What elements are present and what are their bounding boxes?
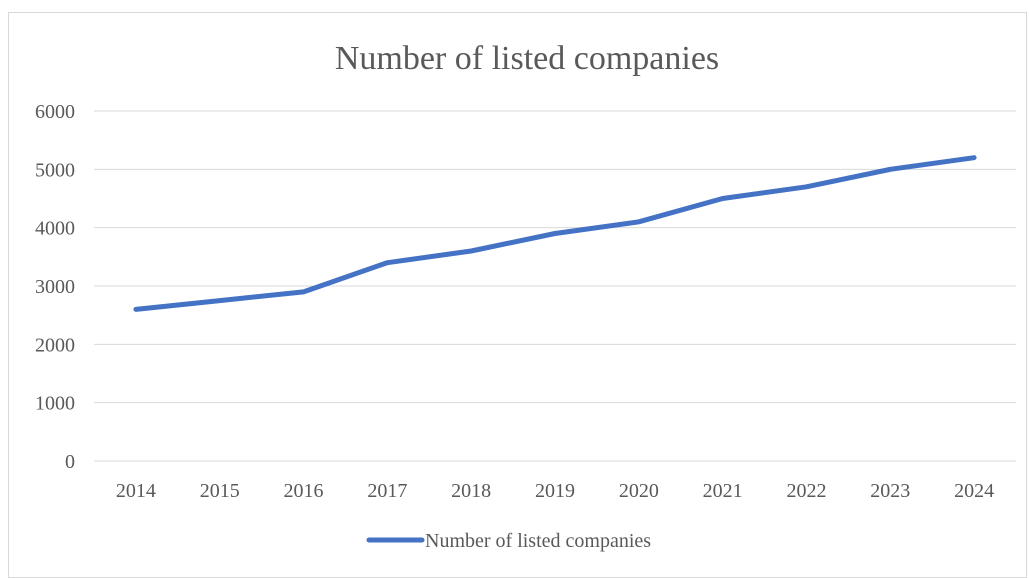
x-tick-label: 2024	[954, 480, 994, 502]
x-tick-label: 2021	[703, 480, 743, 502]
y-tick-label: 3000	[35, 276, 75, 298]
x-tick-label: 2023	[870, 480, 910, 502]
x-tick-label: 2016	[284, 480, 324, 502]
y-tick-label: 4000	[35, 218, 75, 240]
y-tick-label: 5000	[35, 159, 75, 181]
x-tick-label: 2018	[451, 480, 491, 502]
x-tick-label: 2017	[367, 480, 407, 502]
x-tick-label: 2019	[535, 480, 575, 502]
y-tick-label: 6000	[35, 101, 75, 123]
y-axis-tick-labels: 0 1000 2000 3000 4000 5000 6000	[35, 101, 75, 473]
y-tick-label: 0	[65, 451, 75, 473]
legend: Number of listed companies	[369, 530, 651, 552]
gridlines	[94, 111, 1016, 461]
legend-label: Number of listed companies	[425, 530, 651, 552]
series-lines	[136, 158, 974, 310]
x-tick-label: 2014	[116, 480, 156, 502]
x-axis-tick-labels: 2014 2015 2016 2017 2018 2019 2020 2021 2022 2023…	[116, 480, 994, 502]
chart-title: Number of listed companies	[335, 40, 719, 77]
y-tick-label: 2000	[35, 334, 75, 356]
x-tick-label: 2022	[786, 480, 826, 502]
y-tick-label: 1000	[35, 393, 75, 415]
x-tick-label: 2020	[619, 480, 659, 502]
x-tick-label: 2015	[200, 480, 240, 502]
